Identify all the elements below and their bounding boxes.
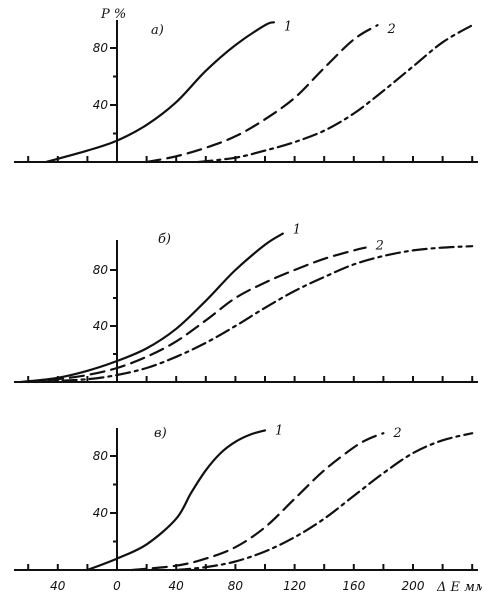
series-curve-2 [27, 246, 367, 384]
y-tick-label: 40 [93, 506, 109, 520]
series-label-1: 1 [284, 19, 292, 34]
y-axis-title: P % [100, 7, 126, 22]
series-curve-3 [175, 432, 474, 572]
series-label-2: 2 [375, 239, 384, 254]
series-curve-3 [197, 24, 474, 164]
panel-label: б) [158, 232, 171, 247]
series-curve-1 [19, 232, 284, 384]
y-tick-label: 80 [93, 449, 109, 463]
series-label-1: 1 [293, 223, 301, 238]
series-curve-1 [44, 21, 275, 164]
y-tick-label: 80 [93, 41, 109, 55]
series-curve-1 [86, 429, 267, 572]
x-tick-label: 40 [50, 579, 66, 593]
y-tick-label: 40 [93, 98, 109, 112]
series-label-2: 2 [386, 22, 395, 37]
x-tick-label: 200 [402, 579, 425, 593]
y-tick-label: 80 [93, 263, 109, 277]
panel-label: а) [151, 23, 164, 38]
x-tick-label: 160 [342, 579, 365, 593]
panels: 4080а)1234080б)12340804004080120160200в)… [14, 19, 478, 593]
x-tick-label: 0 [113, 579, 121, 593]
series-label-2: 2 [392, 426, 401, 441]
x-axis-title: Δ E мм [436, 580, 482, 595]
series-curve-2 [130, 432, 385, 572]
series-label-1: 1 [275, 423, 283, 438]
series-curve-3 [34, 245, 474, 384]
y-tick-label: 40 [93, 319, 109, 333]
x-tick-label: 40 [169, 579, 185, 593]
x-tick-label: 80 [228, 579, 244, 593]
series-curve-2 [145, 24, 379, 164]
panel-label: в) [154, 426, 167, 441]
x-tick-label: 120 [283, 579, 306, 593]
